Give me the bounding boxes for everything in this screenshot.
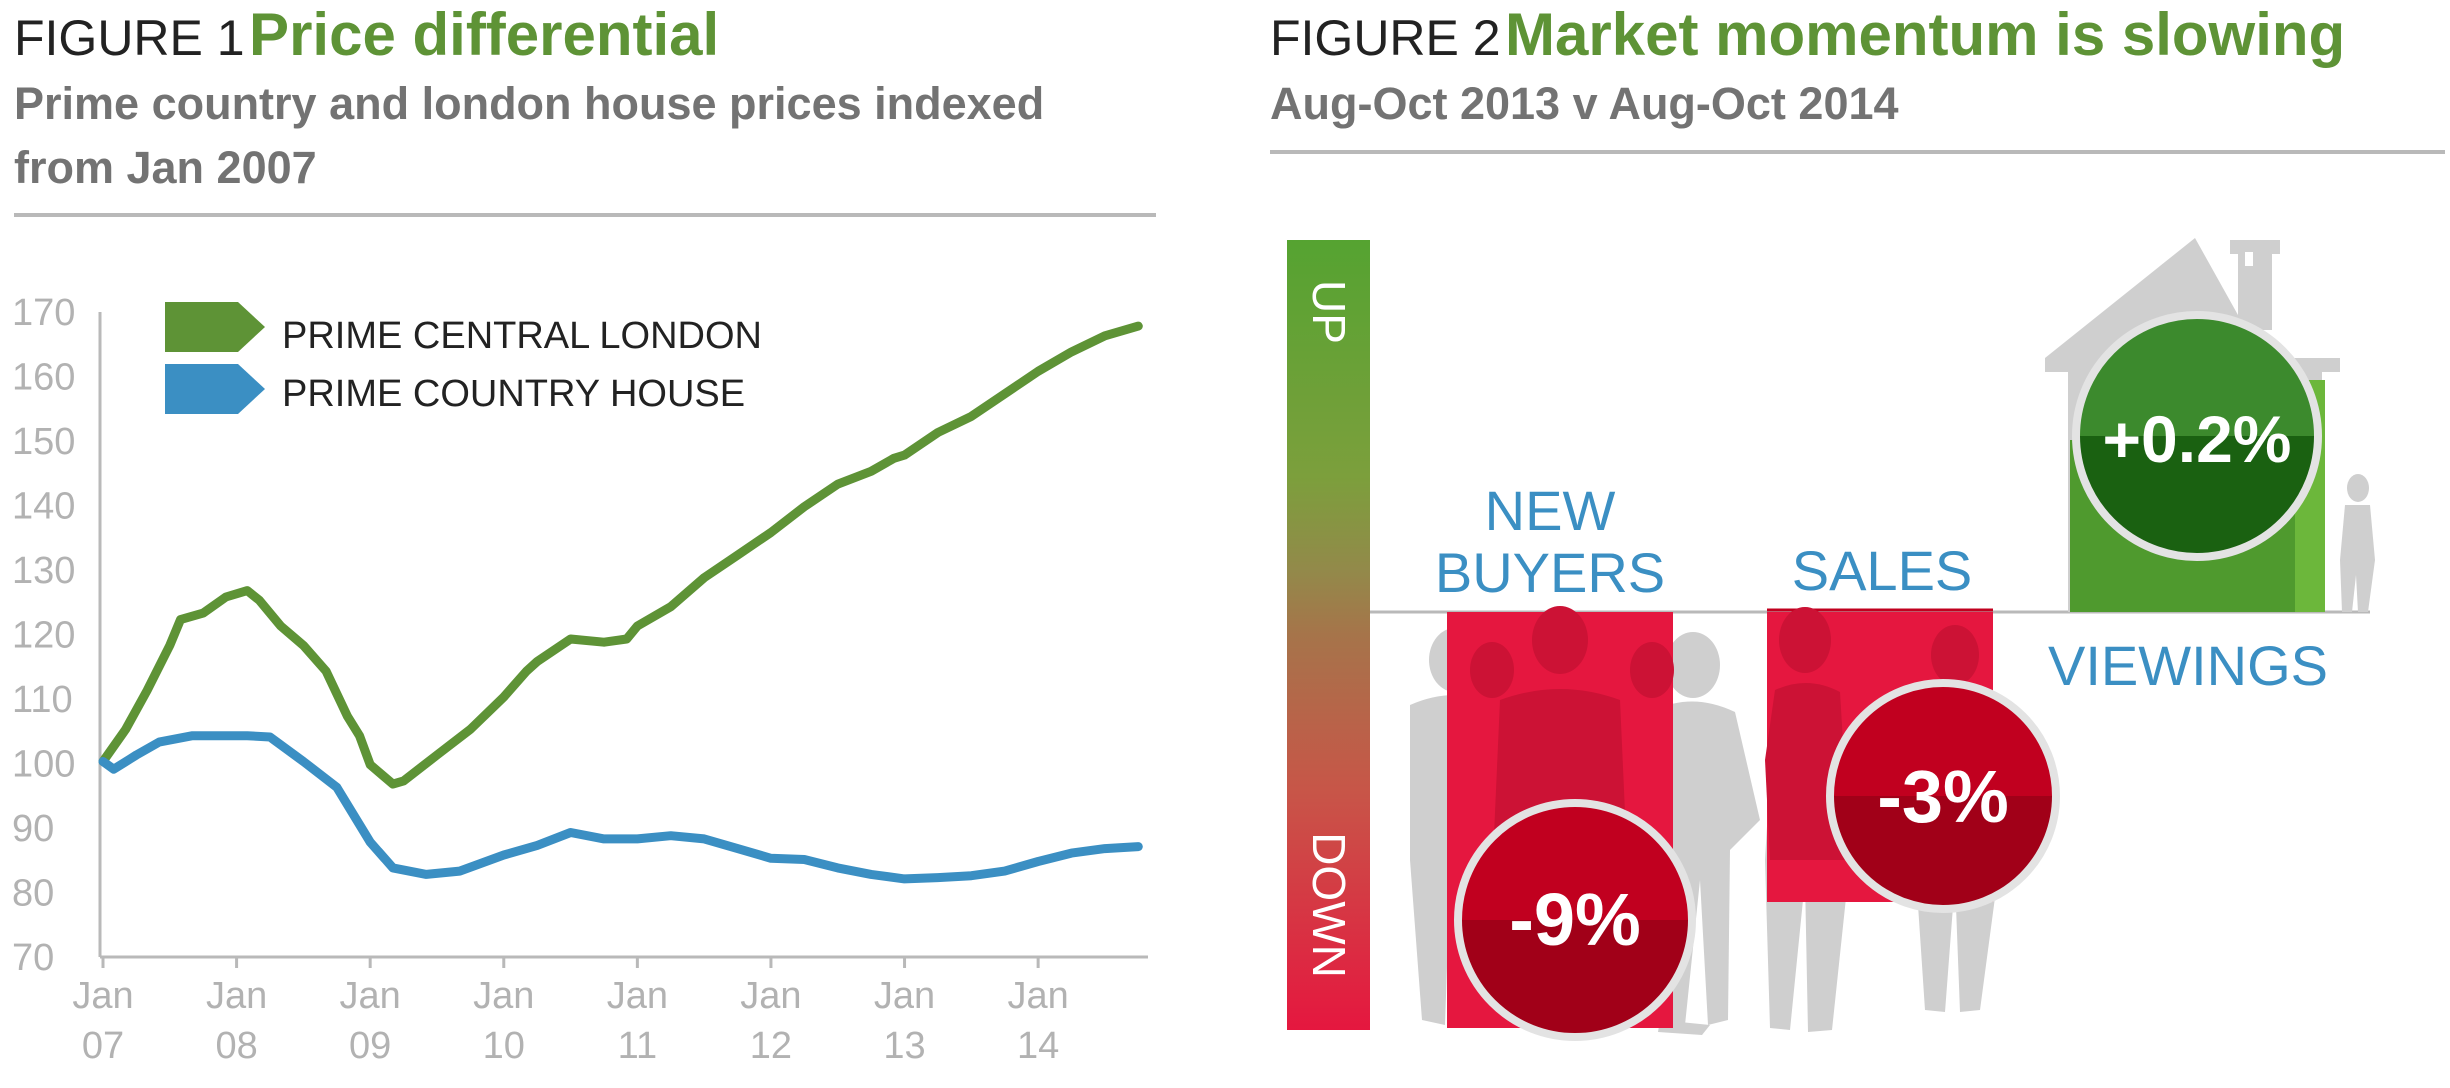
figure-2-panel: FIGURE 2 Market momentum is slowing Aug-… xyxy=(1260,0,2450,1088)
figure-2-heading: FIGURE 2 Market momentum is slowing xyxy=(1270,0,2345,69)
x-tick-label: Jan xyxy=(1007,975,1068,1017)
figure-1-subtitle: Prime country and london house prices in… xyxy=(14,72,1044,200)
viewings-value: +0.2% xyxy=(2103,402,2292,476)
y-tick-label: 90 xyxy=(12,808,54,850)
viewings-label: VIEWINGS xyxy=(2048,634,2328,697)
legend: PRIME CENTRAL LONDON PRIME COUNTRY HOUSE xyxy=(165,302,762,415)
figure-1-divider xyxy=(14,213,1156,217)
x-tick-label: Jan xyxy=(874,975,935,1017)
x-tick-label: 11 xyxy=(618,1025,657,1067)
series-line-prime-central-london xyxy=(98,321,1143,789)
x-tick-label: Jan xyxy=(340,975,401,1017)
viewings-circle-ring xyxy=(2072,311,2322,561)
legend-swatch-london xyxy=(165,302,265,352)
x-tick-label: 14 xyxy=(1017,1025,1059,1067)
x-tick-label: Jan xyxy=(473,975,534,1017)
y-tick-label: 150 xyxy=(12,421,75,463)
legend-label-country: PRIME COUNTRY HOUSE xyxy=(282,373,745,415)
y-tick-label: 130 xyxy=(12,550,75,592)
figure-2-number: FIGURE 2 xyxy=(1270,10,1501,66)
x-tick-label: 10 xyxy=(483,1025,525,1067)
y-tick-label: 70 xyxy=(12,937,54,979)
y-tick-label: 140 xyxy=(12,486,75,528)
x-tick-labels: Jan 07 Jan 08 Jan 09 Jan 10 Jan 11 Jan 12 Jan 13 Jan 14 xyxy=(72,957,1069,1067)
new-buyers-circle-ring xyxy=(1454,799,1696,1041)
x-tick-label: 07 xyxy=(82,1025,124,1067)
figure-1-number: FIGURE 1 xyxy=(14,10,245,66)
y-tick-label: 80 xyxy=(12,873,54,915)
y-tick-label: 120 xyxy=(12,615,75,657)
figure-1-heading: FIGURE 1 Price differential xyxy=(14,0,719,69)
series-lines xyxy=(98,321,1143,884)
momentum-infographic: UP DOWN -9% NEW BUYERS xyxy=(1287,238,2375,1041)
new-buyers-label-line-1: NEW xyxy=(1485,479,1616,542)
x-tick-label: 13 xyxy=(883,1025,925,1067)
y-tick-label: 160 xyxy=(12,357,75,399)
figure-1-title: Price differential xyxy=(249,1,720,68)
sales-circle-ring xyxy=(1826,679,2060,913)
sales-label: SALES xyxy=(1792,539,1973,602)
figure-2-divider xyxy=(1270,150,2445,154)
legend-item-london: PRIME CENTRAL LONDON xyxy=(165,302,762,357)
new-buyers-value: -9% xyxy=(1509,878,1641,961)
x-tick-label: 09 xyxy=(349,1025,391,1067)
line-chart: 70 80 90 100 110 120 130 140 150 160 170 Jan 07 Jan 0… xyxy=(12,292,1148,1067)
legend-swatch-country xyxy=(165,364,265,414)
y-tick-labels: 70 80 90 100 110 120 130 140 150 160 170 xyxy=(12,292,75,979)
sales-value: -3% xyxy=(1877,755,2009,838)
figure-1-subtitle-line-2: from Jan 2007 xyxy=(14,142,317,193)
figure-1-subtitle-line-1: Prime country and london house prices in… xyxy=(14,78,1045,129)
x-tick-label: 08 xyxy=(215,1025,257,1067)
x-tick-label: 12 xyxy=(750,1025,792,1067)
y-tick-label: 110 xyxy=(12,679,73,721)
up-down-scale-bar xyxy=(1287,240,1370,1030)
x-tick-label: Jan xyxy=(206,975,267,1017)
legend-item-country: PRIME COUNTRY HOUSE xyxy=(165,364,745,415)
new-buyers-label-line-2: BUYERS xyxy=(1435,541,1665,604)
series-line-prime-country-house xyxy=(98,731,1143,884)
legend-label-london: PRIME CENTRAL LONDON xyxy=(282,315,762,357)
x-tick-label: Jan xyxy=(607,975,668,1017)
y-tick-label: 100 xyxy=(12,744,75,786)
x-tick-label: Jan xyxy=(740,975,801,1017)
figure-1-panel: FIGURE 1 Price differential Prime countr… xyxy=(0,0,1200,1088)
axis-up-label: UP xyxy=(1303,280,1355,344)
y-tick-label: 170 xyxy=(12,292,75,334)
figure-2-title: Market momentum is slowing xyxy=(1505,1,2346,68)
figure-2-subtitle: Aug-Oct 2013 v Aug-Oct 2014 xyxy=(1270,78,1899,129)
x-tick-label: Jan xyxy=(72,975,133,1017)
axis-down-label: DOWN xyxy=(1303,832,1355,978)
